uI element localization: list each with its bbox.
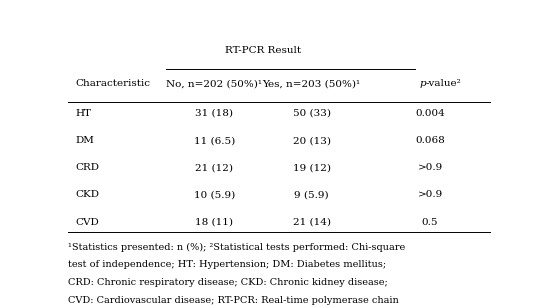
Text: 11 (6.5): 11 (6.5) xyxy=(194,136,235,145)
Text: -value²: -value² xyxy=(426,80,461,88)
Text: ¹Statistics presented: n (%); ²Statistical tests performed: Chi-square: ¹Statistics presented: n (%); ²Statistic… xyxy=(68,243,406,252)
Text: 0.068: 0.068 xyxy=(415,136,445,145)
Text: p: p xyxy=(419,80,426,88)
Text: 50 (33): 50 (33) xyxy=(293,109,330,118)
Text: 9 (5.9): 9 (5.9) xyxy=(294,190,329,200)
Text: 0.5: 0.5 xyxy=(422,218,438,227)
Text: HT: HT xyxy=(76,109,92,118)
Text: CKD: CKD xyxy=(76,190,100,200)
Text: CRD: CRD xyxy=(76,163,100,172)
Text: DM: DM xyxy=(76,136,95,145)
Text: Characteristic: Characteristic xyxy=(76,80,151,88)
Text: 21 (12): 21 (12) xyxy=(195,163,233,172)
Text: 20 (13): 20 (13) xyxy=(293,136,330,145)
Text: 21 (14): 21 (14) xyxy=(293,218,330,227)
Text: RT-PCR Result: RT-PCR Result xyxy=(225,46,301,55)
Text: 18 (11): 18 (11) xyxy=(195,218,233,227)
Text: >0.9: >0.9 xyxy=(418,190,443,200)
Text: 31 (18): 31 (18) xyxy=(195,109,233,118)
Text: No, n=202 (50%)¹: No, n=202 (50%)¹ xyxy=(166,80,262,88)
Text: CVD: CVD xyxy=(76,218,99,227)
Text: Yes, n=203 (50%)¹: Yes, n=203 (50%)¹ xyxy=(263,80,360,88)
Text: 19 (12): 19 (12) xyxy=(293,163,330,172)
Text: >0.9: >0.9 xyxy=(418,163,443,172)
Text: CVD: Cardiovascular disease; RT-PCR: Real-time polymerase chain: CVD: Cardiovascular disease; RT-PCR: Rea… xyxy=(68,296,399,305)
Text: test of independence; HT: Hypertension; DM: Diabetes mellitus;: test of independence; HT: Hypertension; … xyxy=(68,260,387,269)
Text: 10 (5.9): 10 (5.9) xyxy=(194,190,235,200)
Text: CRD: Chronic respiratory disease; CKD: Chronic kidney disease;: CRD: Chronic respiratory disease; CKD: C… xyxy=(68,278,388,287)
Text: 0.004: 0.004 xyxy=(415,109,445,118)
